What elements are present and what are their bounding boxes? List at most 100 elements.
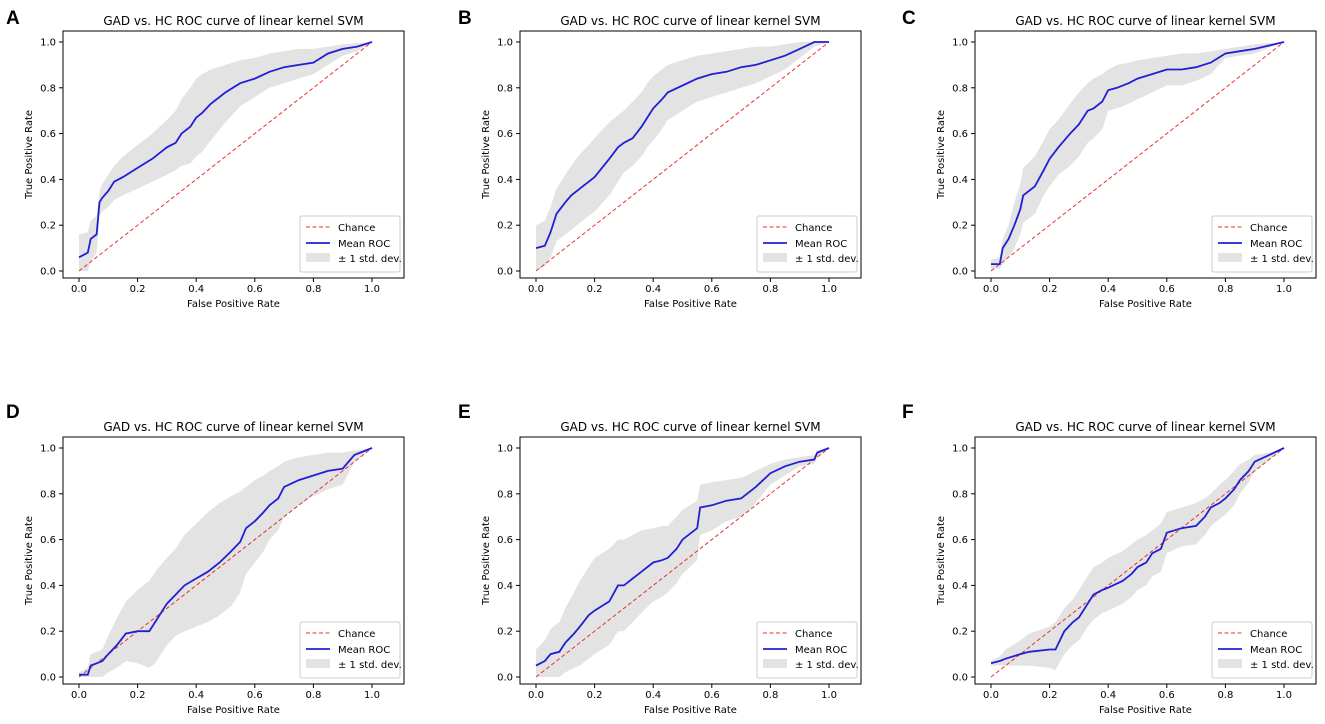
x-tick-label: 0.0: [528, 690, 544, 701]
roc-panel-f: 0.0 0.0 0.2 0.2 0.4 0.4 0.6 0.6 0.8 0.8 1.0 1.0 GAD …: [936, 420, 1317, 716]
x-tick-label: 0.8: [1217, 690, 1233, 701]
y-tick-label: 0.0: [497, 673, 513, 684]
y-tick-label: 1.0: [497, 444, 513, 455]
x-tick-label: 1.0: [821, 284, 837, 295]
legend: Chance Mean ROC ± 1 std. dev.: [1211, 621, 1314, 679]
x-tick-label: 0.2: [130, 690, 146, 701]
chart-title: GAD vs. HC ROC curve of linear kernel SV…: [103, 420, 363, 434]
legend-std-label: ± 1 std. dev.: [1250, 254, 1314, 265]
legend-band-swatch: [763, 659, 787, 668]
legend-chance-label: Chance: [1250, 629, 1287, 640]
roc-panel-d: 0.0 0.0 0.2 0.2 0.4 0.4 0.6 0.6 0.8 0.8 1.0 1.0 GAD …: [24, 420, 405, 716]
x-tick-label: 0.4: [1100, 284, 1116, 295]
x-tick-label: 0.8: [305, 284, 321, 295]
y-tick-label: 0.0: [497, 267, 513, 278]
y-tick-label: 0.2: [952, 221, 968, 232]
std-band: [991, 42, 1284, 269]
panel-letter-e: E: [458, 402, 471, 423]
panel-letter-a: A: [6, 8, 20, 29]
x-tick-label: 1.0: [364, 284, 380, 295]
y-axis-label: True Positive Rate: [481, 110, 492, 200]
mean-roc-line: [535, 447, 830, 667]
y-tick-label: 0.2: [40, 627, 56, 638]
std-band: [991, 448, 1284, 671]
chance-line: [78, 447, 373, 678]
x-tick-label: 0.6: [247, 690, 263, 701]
std-band: [79, 42, 372, 271]
x-tick-label: 0.6: [1159, 284, 1175, 295]
y-tick-label: 0.6: [497, 535, 513, 546]
y-tick-label: 1.0: [952, 38, 968, 49]
mean-roc-line: [535, 41, 829, 249]
legend-mean-roc-label: Mean ROC: [1250, 239, 1302, 250]
mean-roc-line: [78, 41, 373, 259]
y-axis-label: True Positive Rate: [936, 110, 947, 200]
y-tick-label: 0.6: [952, 129, 968, 140]
y-tick-label: 0.0: [952, 673, 968, 684]
x-tick-label: 0.8: [1217, 284, 1233, 295]
chance-line: [990, 41, 1285, 272]
y-tick-label: 0.8: [40, 83, 56, 94]
x-tick-label: 0.8: [305, 690, 321, 701]
x-tick-label: 0.2: [587, 690, 603, 701]
legend-mean-roc-label: Mean ROC: [338, 645, 390, 656]
legend-std-label: ± 1 std. dev.: [1250, 660, 1314, 671]
legend: Chance Mean ROC ± 1 std. dev.: [756, 621, 859, 679]
mean-roc-line: [991, 41, 1285, 266]
x-axis-label: False Positive Rate: [187, 299, 280, 310]
y-tick-label: 0.8: [497, 83, 513, 94]
y-tick-label: 0.0: [40, 673, 56, 684]
legend-band-swatch: [763, 253, 787, 262]
chart-title: GAD vs. HC ROC curve of linear kernel SV…: [560, 420, 820, 434]
legend: Chance Mean ROC ± 1 std. dev.: [299, 215, 402, 273]
y-tick-label: 0.0: [40, 267, 56, 278]
axes-frame: [62, 30, 405, 279]
legend-band-swatch: [306, 659, 330, 668]
legend-mean-roc-label: Mean ROC: [795, 239, 847, 250]
legend-band-swatch: [1218, 659, 1242, 668]
panel-letter-b: B: [458, 8, 472, 29]
roc-panel-e: 0.0 0.0 0.2 0.2 0.4 0.4 0.6 0.6 0.8 0.8 1.0 1.0 GAD …: [481, 420, 862, 716]
y-tick-label: 0.4: [40, 175, 56, 186]
roc-panel-b: 0.0 0.0 0.2 0.2 0.4 0.4 0.6 0.6 0.8 0.8 1.0 1.0 GAD …: [481, 14, 862, 310]
mean-roc-line: [990, 447, 1285, 665]
panel-letter-d: D: [6, 402, 20, 423]
axes-frame: [974, 436, 1317, 685]
x-tick-label: 0.0: [71, 284, 87, 295]
x-tick-label: 0.4: [188, 690, 204, 701]
x-axis-label: False Positive Rate: [1099, 705, 1192, 716]
axes-frame: [519, 436, 862, 685]
y-tick-label: 1.0: [952, 444, 968, 455]
chance-line: [535, 447, 830, 678]
chance-line: [535, 41, 830, 272]
legend: Chance Mean ROC ± 1 std. dev.: [299, 621, 402, 679]
legend-chance-label: Chance: [1250, 223, 1287, 234]
x-tick-label: 0.2: [1042, 690, 1058, 701]
chart-title: GAD vs. HC ROC curve of linear kernel SV…: [1015, 420, 1275, 434]
roc-panel-c: 0.0 0.0 0.2 0.2 0.4 0.4 0.6 0.6 0.8 0.8 1.0 1.0 GAD …: [936, 14, 1317, 310]
legend-std-label: ± 1 std. dev.: [338, 254, 402, 265]
chart-title: GAD vs. HC ROC curve of linear kernel SV…: [103, 14, 363, 28]
x-tick-label: 0.4: [1100, 690, 1116, 701]
x-tick-label: 0.2: [1042, 284, 1058, 295]
x-tick-label: 1.0: [821, 690, 837, 701]
x-tick-label: 1.0: [1276, 690, 1292, 701]
x-tick-label: 0.4: [645, 284, 661, 295]
y-tick-label: 0.4: [952, 581, 968, 592]
x-axis-label: False Positive Rate: [187, 705, 280, 716]
mean-roc-line: [79, 447, 373, 676]
x-axis-label: False Positive Rate: [644, 705, 737, 716]
x-tick-label: 0.0: [71, 690, 87, 701]
y-tick-label: 0.8: [952, 83, 968, 94]
x-tick-label: 0.6: [247, 284, 263, 295]
legend-std-label: ± 1 std. dev.: [795, 254, 859, 265]
std-band: [536, 42, 829, 271]
legend-chance-label: Chance: [338, 629, 375, 640]
y-tick-label: 0.6: [497, 129, 513, 140]
chance-line: [990, 447, 1285, 678]
y-axis-label: True Positive Rate: [936, 516, 947, 606]
legend-chance-label: Chance: [795, 629, 832, 640]
axes-frame: [62, 436, 405, 685]
